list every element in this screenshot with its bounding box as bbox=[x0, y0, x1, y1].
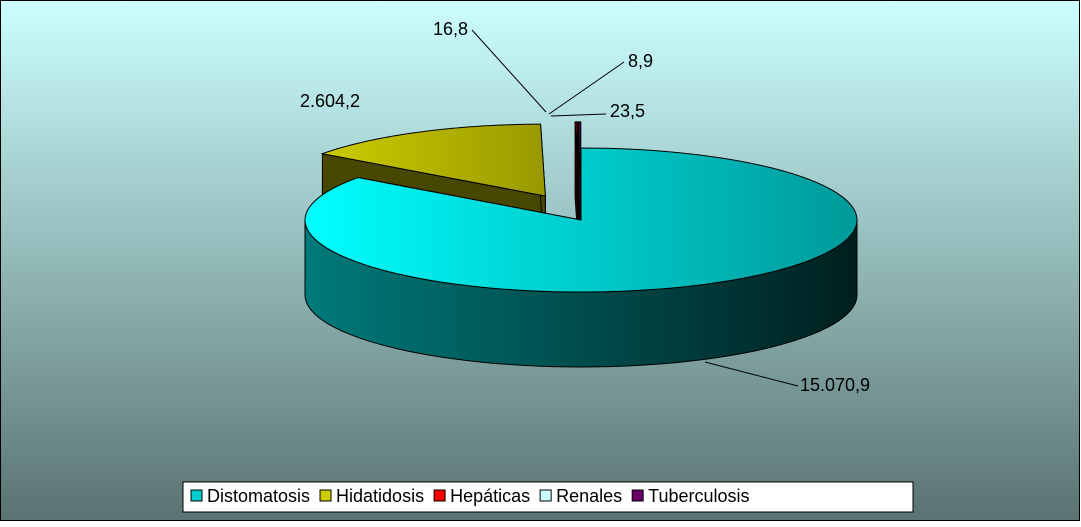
slice bbox=[304, 147, 858, 368]
legend-swatch bbox=[631, 489, 644, 502]
legend-label: Tuberculosis bbox=[648, 486, 749, 506]
data-label: 15.070,9 bbox=[800, 375, 870, 395]
legend-label: Hidatidosis bbox=[336, 486, 424, 506]
data-label: 16,8 bbox=[433, 19, 468, 39]
data-label: 23,5 bbox=[610, 101, 645, 121]
data-label: 2.604,2 bbox=[300, 91, 360, 111]
legend-swatch bbox=[539, 489, 552, 502]
data-label: 8,9 bbox=[628, 51, 653, 71]
legend-swatch bbox=[190, 489, 203, 502]
legend: Distomatosis Hidatidosis Hepáticas Renales T… bbox=[190, 486, 750, 506]
slice-top bbox=[304, 147, 858, 293]
leader-line bbox=[548, 61, 625, 115]
legend-label: Distomatosis bbox=[207, 486, 310, 506]
leader-line bbox=[704, 361, 799, 387]
leader-line bbox=[550, 113, 607, 117]
labels: 15.070,9 2.604,2 16,8 8,9 23,5 bbox=[300, 19, 870, 395]
slice-top bbox=[576, 121, 581, 194]
legend-swatch bbox=[433, 489, 446, 502]
slice-top bbox=[577, 121, 582, 194]
legend-label: Renales bbox=[556, 486, 622, 506]
legend-swatch bbox=[319, 489, 332, 502]
legend-label: Hepáticas bbox=[450, 486, 530, 506]
leader-line bbox=[471, 29, 547, 113]
pie bbox=[304, 121, 858, 368]
slice-top bbox=[320, 123, 546, 197]
